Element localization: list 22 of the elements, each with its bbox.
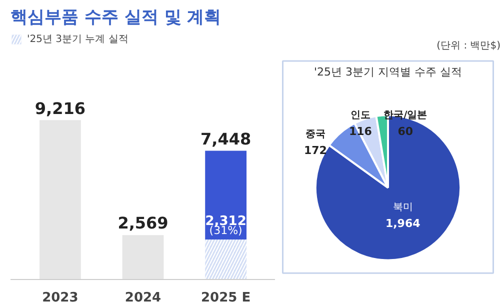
chart-title: '25년 3분기 지역별 수주 실적 xyxy=(314,66,462,79)
total-label: 7,448 xyxy=(200,129,252,148)
text: (단위 : 백만$) xyxy=(436,40,500,52)
slice-label: 인도 xyxy=(350,110,370,122)
data-label: 60 xyxy=(398,125,414,138)
slice-label: 한국/일본 xyxy=(384,110,428,122)
x-tick-label: 2025 E xyxy=(201,290,251,306)
chart-title: 핵심부품 수주 실적 및 계획 xyxy=(10,8,222,28)
bar xyxy=(205,150,247,240)
slice-label: 북미 xyxy=(392,202,413,214)
bar xyxy=(39,120,81,280)
data-label: 2,312 (31%) xyxy=(205,214,246,238)
slice-label: 중국 xyxy=(305,129,326,140)
x-tick-label: 2023 xyxy=(42,290,78,306)
legend-label: '25년 3분기 누계 실적 xyxy=(27,33,128,46)
data-label: 116 xyxy=(348,125,372,138)
data-label: 172 xyxy=(304,144,327,158)
data-label: 1,964 xyxy=(385,216,421,230)
bar xyxy=(122,235,164,280)
x-tick-label: 2024 xyxy=(124,290,162,306)
total-label: 2,569 xyxy=(118,214,168,233)
total-label: 9,216 xyxy=(34,98,86,118)
